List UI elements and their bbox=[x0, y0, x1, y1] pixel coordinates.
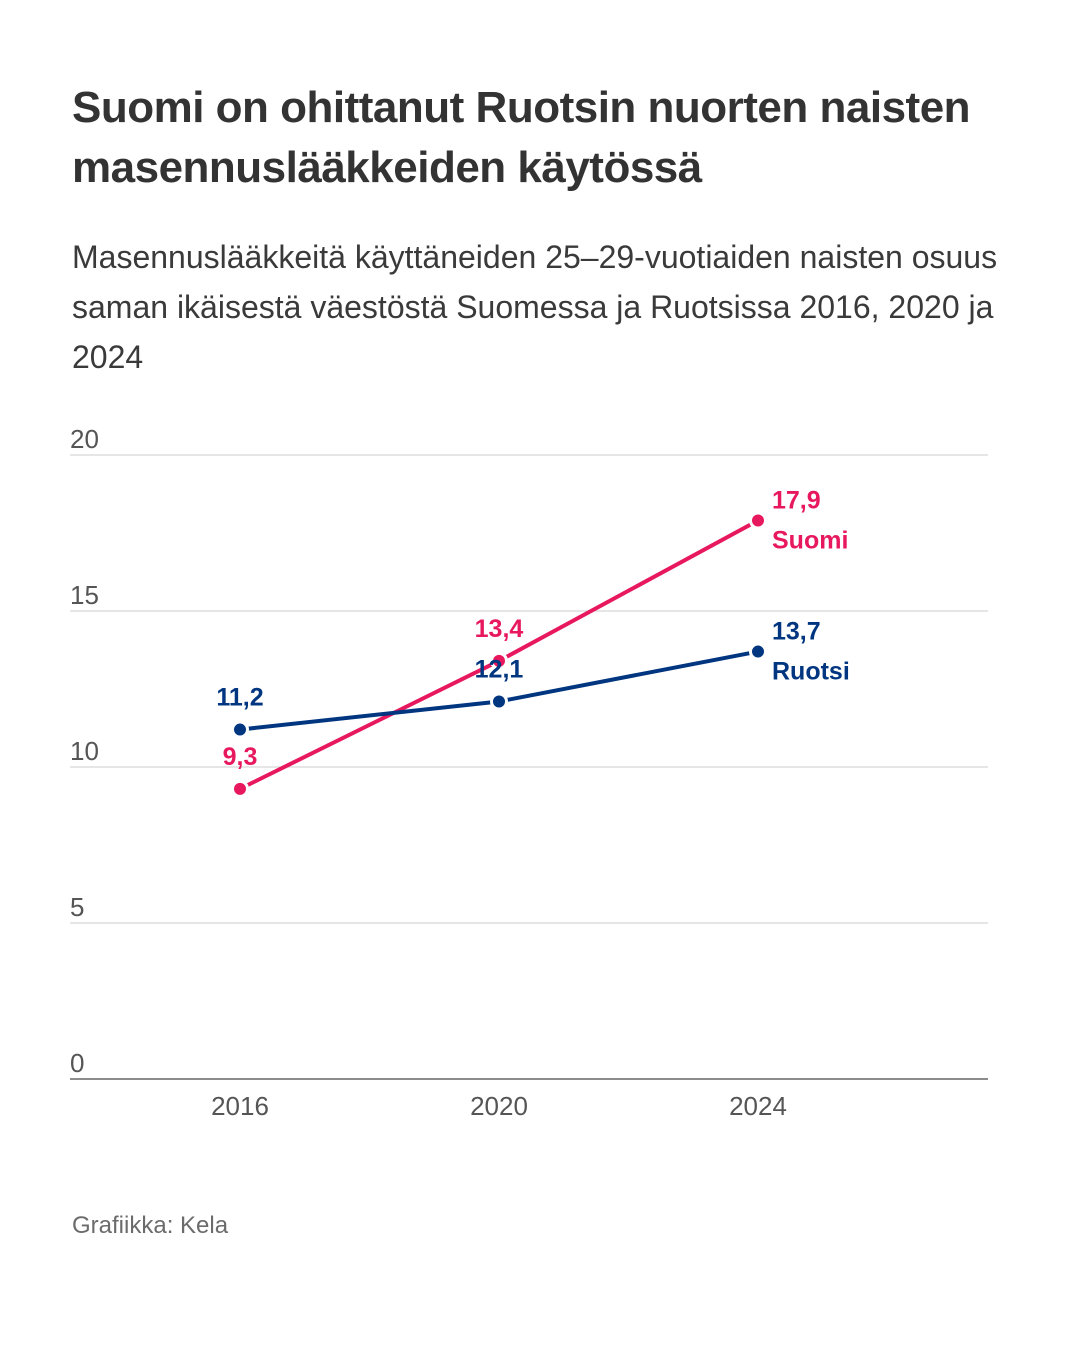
data-label: 17,9 bbox=[772, 487, 821, 515]
data-point-ruotsi bbox=[490, 692, 508, 711]
x-tick-label: 2024 bbox=[729, 1091, 787, 1121]
series-name-label: Ruotsi bbox=[772, 658, 850, 686]
x-axis-ticks: 2016 2020 2024 bbox=[211, 1091, 787, 1121]
data-labels: 9,3 13,4 17,9 Suomi 11,2 12,1 13,7 Ruotsi bbox=[216, 487, 849, 771]
data-point-ruotsi bbox=[231, 720, 249, 739]
data-label: 12,1 bbox=[475, 655, 524, 683]
source-credit: Grafiikka: Kela bbox=[72, 1212, 229, 1239]
y-tick-label: 5 bbox=[70, 892, 84, 922]
gridlines bbox=[70, 454, 988, 1080]
y-tick-label: 15 bbox=[70, 580, 99, 610]
data-point-suomi bbox=[749, 511, 767, 530]
data-label: 13,7 bbox=[772, 618, 821, 646]
y-tick-label: 0 bbox=[70, 1048, 84, 1078]
x-tick-label: 2020 bbox=[470, 1091, 528, 1121]
data-label: 11,2 bbox=[216, 684, 263, 712]
y-tick-label: 10 bbox=[70, 736, 99, 766]
series-group bbox=[231, 511, 767, 798]
y-tick-label: 20 bbox=[70, 424, 99, 454]
data-label: 9,3 bbox=[223, 743, 258, 771]
x-tick-label: 2016 bbox=[211, 1091, 269, 1121]
chart-title: Suomi on ohittanut Ruotsin nuorten naist… bbox=[72, 83, 971, 192]
data-point-suomi bbox=[490, 651, 508, 670]
data-label: 13,4 bbox=[475, 615, 524, 643]
data-point-ruotsi bbox=[749, 642, 767, 661]
data-point-suomi bbox=[231, 779, 249, 798]
chart-subtitle: Masennuslääkkeitä käyttäneiden 25–29-vuo… bbox=[72, 239, 998, 375]
y-axis-ticks: 0 5 10 15 20 bbox=[70, 424, 99, 1078]
series-name-label: Suomi bbox=[772, 527, 848, 555]
